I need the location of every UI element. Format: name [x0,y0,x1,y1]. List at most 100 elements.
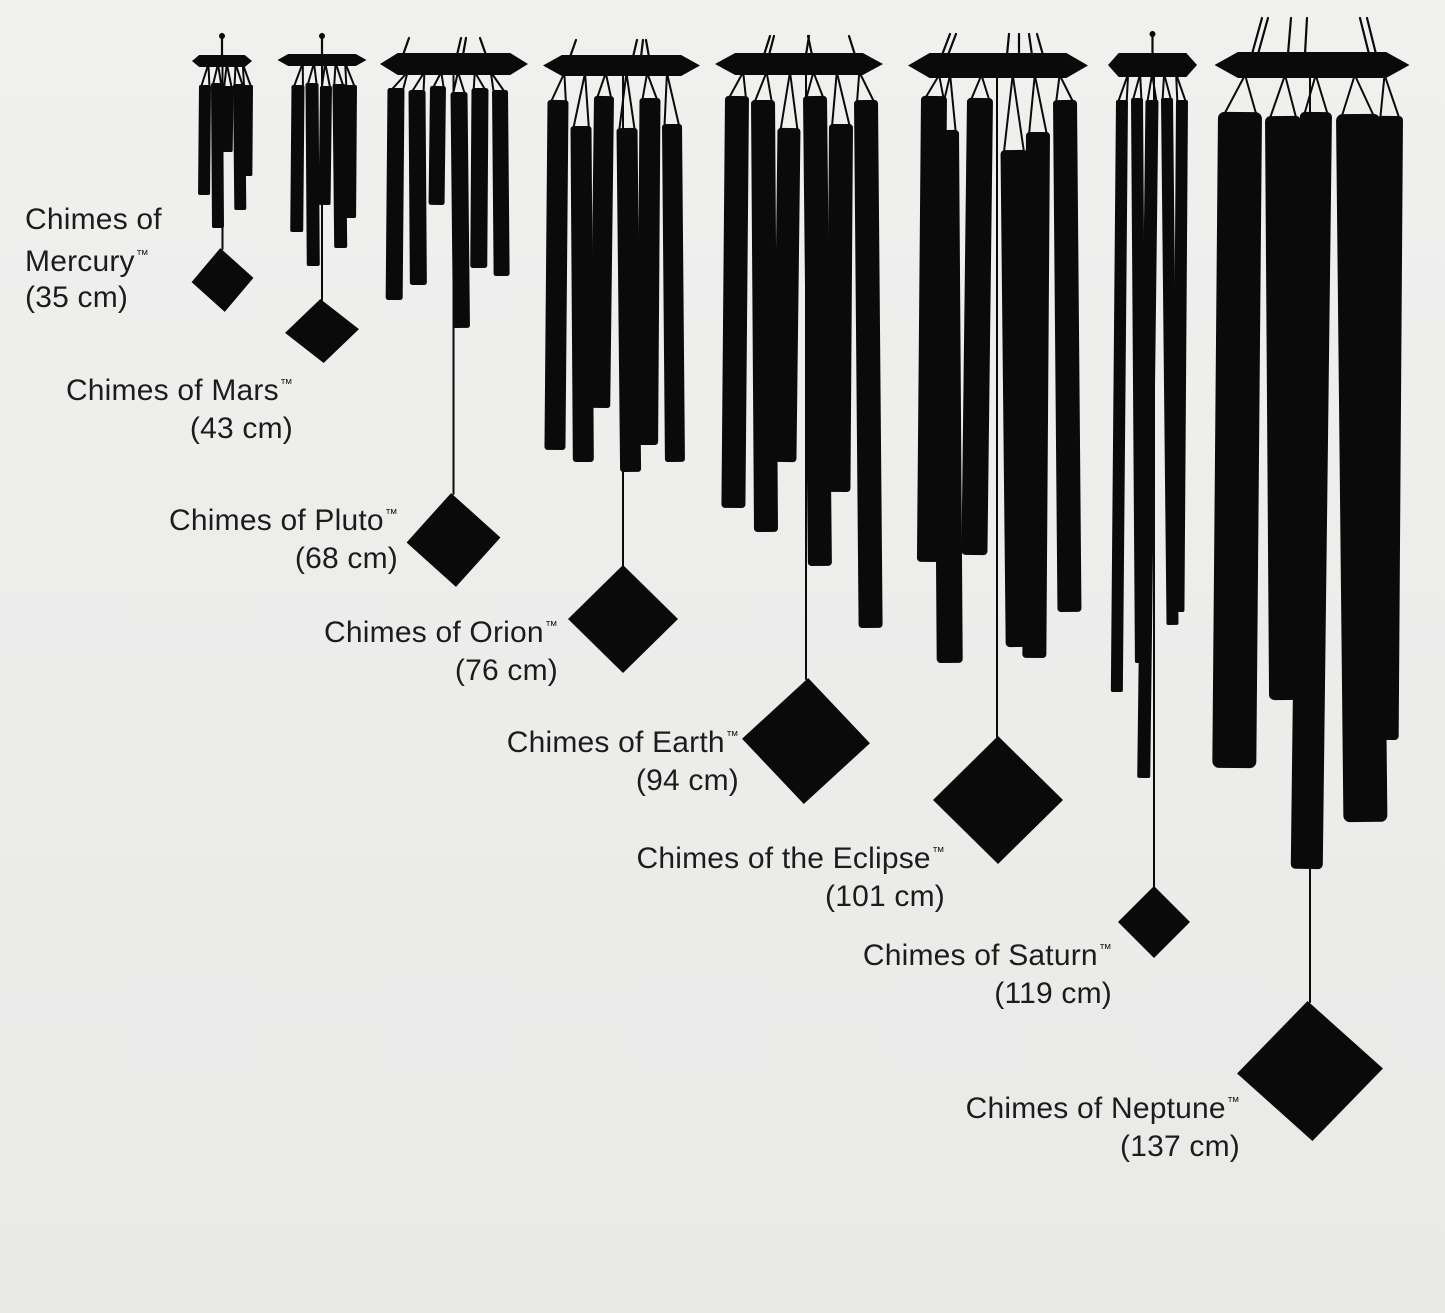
trademark-symbol: ™ [931,844,945,859]
wind-sail [742,678,870,804]
chime-name-text: Chimes of Pluto [169,504,384,537]
chime-tube [305,82,320,267]
chime-tube [385,87,405,301]
chime-tube [1212,111,1262,769]
chime-tube [211,82,224,229]
chime-name-text: Chimes of Orion [324,616,544,649]
chime-chimes-of-pluto [380,36,528,587]
chime-name-line: Chimes of [25,202,162,238]
label-chimes-of-mercury: Chimes of Mercury™ (35 cm) [25,202,162,316]
chime-size-text: (68 cm) [294,542,398,575]
label-chimes-of-orion: Chimes of Orion™ (76 cm) [324,608,558,690]
trademark-symbol: ™ [544,618,558,633]
chime-tube [961,97,993,556]
chime-tube [221,85,234,153]
chime-tube [1137,99,1159,779]
chime-top-cap [543,55,700,76]
chime-size-text: (119 cm) [994,977,1112,1010]
chime-tube [803,95,832,567]
chime-size-text: (94 cm) [635,764,739,797]
chime-name-line: Chimes of Pluto™ [169,496,398,540]
chime-top-cap [192,55,252,67]
chime-chimes-of-neptune [1212,16,1410,1141]
trademark-symbol: ™ [725,728,739,743]
chime-tube [344,84,357,219]
chime-name-line: Chimes of Saturn™ [863,931,1112,975]
chime-tube [854,99,883,629]
chime-tube [198,84,211,196]
chime-name-text: Chimes of Earth [506,726,725,759]
chime-tube [290,84,305,233]
chime-tube [1290,111,1332,870]
chime-tube [1172,99,1188,613]
chime-size-text: (43 cm) [189,412,293,445]
chime-tube [1110,99,1128,693]
chime-name-text: Chimes of Saturn [862,939,1098,972]
chime-tube [1053,99,1082,613]
chime-top-cap [1108,53,1197,77]
chime-top-cap [380,53,528,75]
chime-tube [428,85,446,206]
chime-name-text: Chimes of [25,203,162,236]
trademark-symbol: ™ [1226,1094,1240,1109]
wind-sail [568,565,678,673]
trademark-symbol: ™ [384,506,398,521]
wind-sail [191,248,254,312]
chime-chimes-of-the-eclipse [908,32,1088,864]
chime-name-line: Chimes of Mars™ [66,366,293,410]
chime-tube [1372,115,1403,741]
trademark-symbol: ™ [1098,941,1112,956]
chime-tube [826,123,853,493]
chime-name-line: Chimes of the Eclipse™ [636,834,945,878]
chime-chimes-of-saturn [1108,30,1197,958]
label-chimes-of-neptune: Chimes of Neptune™ (137 cm) [966,1084,1240,1166]
chime-tube [637,97,661,446]
chime-name-text: Chimes of the Eclipse [636,842,931,875]
chime-tube [492,89,510,277]
chime-tube [1022,131,1050,659]
wind-sail [406,493,501,587]
chime-tube [450,91,470,329]
label-chimes-of-saturn: Chimes of Saturn™ (119 cm) [863,931,1112,1013]
chime-name-line: Chimes of Earth™ [507,718,739,762]
chime-tube [773,127,801,463]
chime-name-text: Mercury [25,245,135,278]
chime-tube [662,123,685,463]
chime-size-text: (101 cm) [825,880,945,913]
chime-chimes-of-mercury [191,32,254,312]
chime-name-line: Mercury™ [25,238,162,280]
chime-tube [242,84,253,177]
chime-tube [318,85,332,206]
label-chimes-of-earth: Chimes of Earth™ (94 cm) [507,718,739,800]
chime-size-text: (76 cm) [454,654,558,687]
label-chimes-of-the-eclipse: Chimes of the Eclipse™ (101 cm) [636,834,945,916]
chime-name-text: Chimes of Neptune [965,1092,1226,1125]
chime-name-line: Chimes of Neptune™ [966,1084,1240,1128]
chime-tube [470,87,489,269]
chime-top-cap [1214,52,1410,78]
wind-sail [933,736,1063,864]
chime-tube [544,99,569,451]
chime-tube [751,99,778,533]
chime-tube [616,127,642,473]
chime-chimes-of-mars [277,32,367,363]
wind-sail [1118,886,1190,958]
label-chimes-of-pluto: Chimes of Pluto™ (68 cm) [169,496,398,578]
chime-tube [332,83,348,249]
trademark-symbol: ™ [279,376,293,391]
chime-tube [408,89,427,286]
chime-tube [570,125,594,463]
chime-size-text: (35 cm) [25,281,129,314]
chime-name-text: Chimes of Mars [65,374,279,407]
chime-tube [590,95,614,409]
chime-chimes-of-earth [715,34,883,804]
wind-sail [285,299,359,363]
trademark-symbol: ™ [135,247,149,262]
wind-sail [1237,1001,1383,1141]
chime-top-cap [908,53,1088,78]
label-chimes-of-mars: Chimes of Mars™ (43 cm) [66,366,293,448]
chime-tube [933,129,963,664]
chime-chimes-of-orion [543,38,700,673]
